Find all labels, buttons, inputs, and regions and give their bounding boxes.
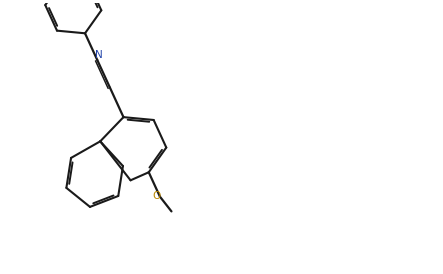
Text: N: N (95, 50, 103, 60)
Text: O: O (152, 191, 161, 201)
